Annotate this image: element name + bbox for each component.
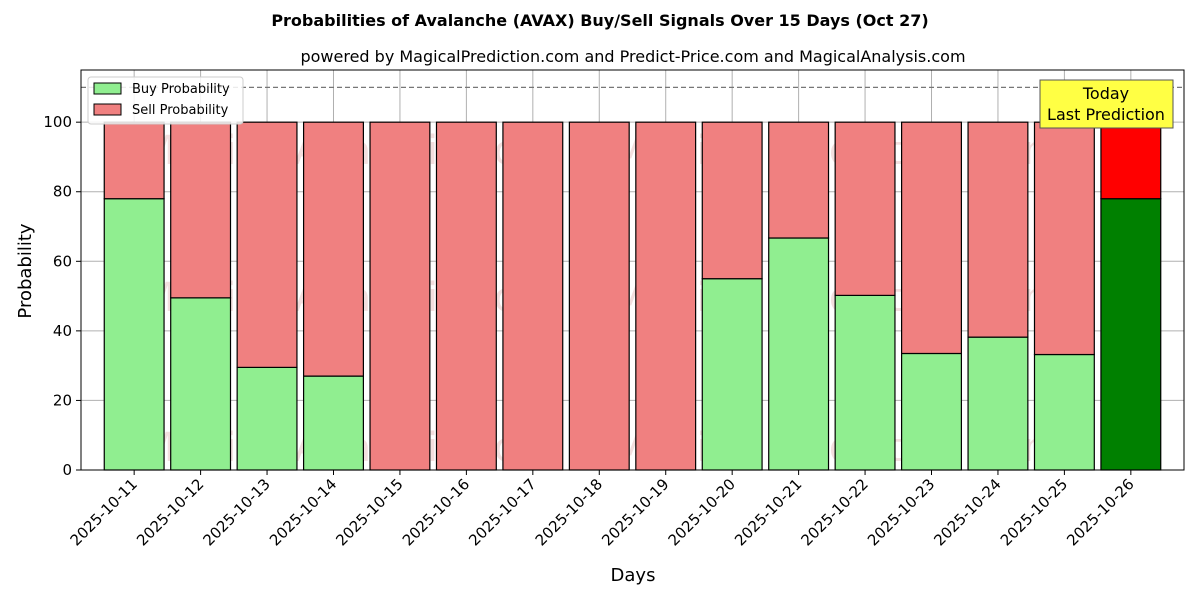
legend-box xyxy=(87,76,244,125)
x-tick-label: 2025-10-23 xyxy=(864,475,938,549)
x-tick-label: 2025-10-17 xyxy=(465,475,539,549)
buy-bar xyxy=(1033,353,1095,471)
y-tick-label: 20 xyxy=(53,391,72,409)
x-tick-label: 2025-10-12 xyxy=(133,475,207,549)
buy-bar xyxy=(768,237,830,471)
x-axis-label: Days xyxy=(611,565,656,586)
y-tick-label: 80 xyxy=(53,183,72,201)
legend-label: Sell Probability xyxy=(132,103,229,118)
sell-bar xyxy=(1100,121,1162,200)
sell-bar xyxy=(701,121,763,280)
y-tick-label: 0 xyxy=(62,461,72,479)
y-axis-label: Probability xyxy=(15,223,36,318)
legend-label: Buy Probability xyxy=(132,82,230,97)
buy-bar xyxy=(236,366,298,471)
buy-bar xyxy=(834,294,896,471)
y-tick-label: 40 xyxy=(53,322,72,340)
sell-bar xyxy=(236,121,298,368)
sell-bar xyxy=(435,121,497,471)
x-tick-label: 2025-10-19 xyxy=(598,475,672,549)
sell-bar xyxy=(967,121,1029,338)
x-tick-label: 2025-10-15 xyxy=(332,475,406,549)
x-tick-label: 2025-10-11 xyxy=(67,475,141,549)
buy-bar xyxy=(103,198,165,471)
annotation-line2: Last Prediction xyxy=(1047,105,1165,124)
plot-frame xyxy=(80,69,1185,471)
sell-bar xyxy=(568,121,630,471)
bars-layer xyxy=(81,86,1184,471)
today-annotation: Today Last Prediction xyxy=(1039,79,1174,129)
sell-bar xyxy=(1033,121,1095,356)
sell-bar xyxy=(369,121,431,471)
sell-bar xyxy=(170,121,232,299)
sell-bar xyxy=(302,121,364,377)
x-tick-label: 2025-10-16 xyxy=(399,475,473,549)
buy-bar xyxy=(967,336,1029,471)
x-tick-label: 2025-10-21 xyxy=(731,475,805,549)
annotation-line1: Today xyxy=(1082,84,1129,103)
legend: Buy Probability Sell Probability xyxy=(87,76,244,125)
buy-bar xyxy=(701,278,763,471)
sell-bar xyxy=(901,121,963,355)
y-tick-label: 60 xyxy=(53,252,72,270)
sell-bar xyxy=(502,121,564,471)
buy-bar xyxy=(1100,198,1162,471)
buy-bar xyxy=(901,352,963,471)
x-tick-label: 2025-10-18 xyxy=(532,475,606,549)
x-tick-label: 2025-10-26 xyxy=(1063,475,1137,549)
y-tick-label: 100 xyxy=(43,113,72,131)
x-tick-label: 2025-10-24 xyxy=(930,475,1004,549)
chart-subtitle: powered by MagicalPrediction.com and Pre… xyxy=(300,47,965,66)
sell-bar xyxy=(635,121,697,471)
sell-bar xyxy=(103,121,165,200)
x-tick-label: 2025-10-22 xyxy=(798,475,872,549)
x-tick-label: 2025-10-20 xyxy=(665,475,739,549)
x-tick-label: 2025-10-14 xyxy=(266,475,340,549)
annotation-box xyxy=(1039,79,1174,129)
sell-bar xyxy=(768,121,830,239)
buy-bar xyxy=(170,297,232,471)
sell-bar xyxy=(834,121,896,296)
x-tick-label: 2025-10-13 xyxy=(199,475,273,549)
buy-bar xyxy=(302,375,364,471)
legend-swatch xyxy=(93,82,122,95)
chart-title: Probabilities of Avalanche (AVAX) Buy/Se… xyxy=(271,11,928,30)
legend-swatch xyxy=(93,103,122,116)
x-tick-label: 2025-10-25 xyxy=(997,475,1071,549)
